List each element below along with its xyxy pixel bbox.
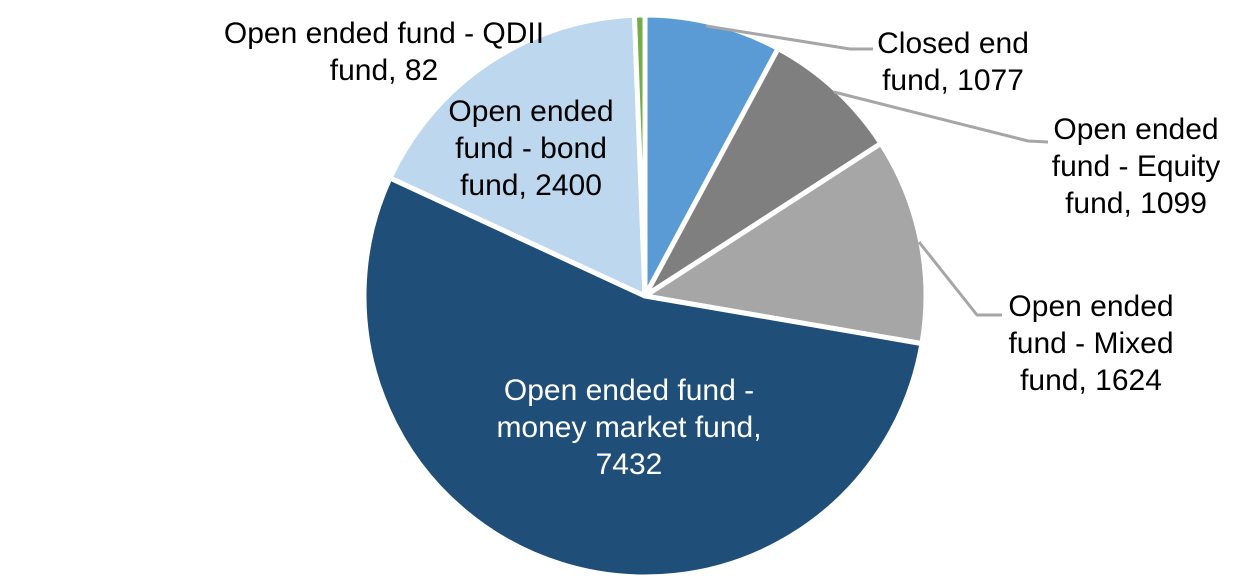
label-line: fund, 1099 (1065, 187, 1207, 220)
label-line: fund, 2400 (460, 169, 602, 202)
label-open-ended-fund-money-market: Open ended fund - money market fund, 743… (496, 372, 761, 483)
pie-slice-closed-end-fund (642, 12, 781, 299)
label-line: Open ended fund - QDII (223, 17, 545, 50)
label-line: money market fund, (496, 411, 762, 444)
label-line: fund - Mixed (1008, 327, 1174, 360)
leader-line-open-ended-fund-mixed-fund (917, 241, 1002, 317)
label-open-ended-fund-qdii: Open ended fund - QDII fund, 82 (224, 15, 544, 89)
label-line: fund - Equity (1051, 150, 1221, 183)
pie-slice-open-ended-fund-qdii-fund (631, 12, 648, 299)
pie-slice-open-ended-fund-mixed-fund (642, 140, 929, 347)
label-line: Open ended (1053, 113, 1219, 146)
label-open-ended-fund-bond: Open ended fund - bond fund, 2400 (448, 93, 613, 204)
pie-slice-open-ended-fund-money-market-fund (361, 175, 925, 580)
leader-line-open-ended-fund-equity-fund (833, 90, 1049, 144)
label-line: Closed end (877, 27, 1029, 60)
pie-slice-open-ended-fund-equity-fund (642, 46, 884, 299)
label-open-ended-fund-mixed: Open ended fund - Mixed fund, 1624 (1008, 288, 1173, 399)
label-line: fund, 1077 (882, 64, 1024, 97)
label-line: fund, 82 (329, 54, 439, 87)
pie-slice-open-ended-fund-bond-fund (387, 12, 648, 299)
label-line: fund, 1624 (1020, 364, 1162, 397)
label-line: Open ended fund - (503, 374, 755, 407)
label-line: 7432 (595, 448, 663, 481)
label-line: Open ended (1008, 290, 1174, 323)
label-line: fund - bond (455, 132, 607, 165)
leader-line-closed-end-fund (705, 24, 873, 51)
label-open-ended-fund-equity: Open ended fund - Equity fund, 1099 (1052, 111, 1220, 222)
label-closed-end-fund: Closed end fund, 1077 (877, 25, 1029, 99)
label-line: Open ended (448, 95, 614, 128)
